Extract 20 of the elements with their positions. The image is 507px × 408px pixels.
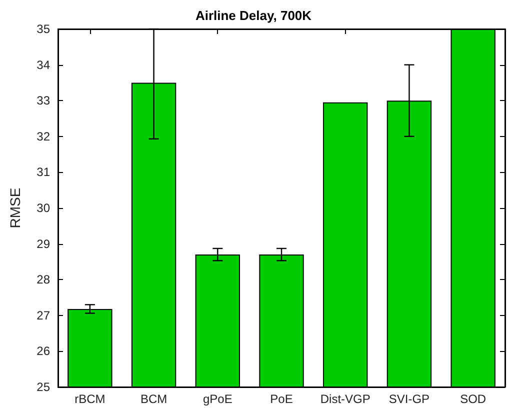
y-tick-label: 29 — [36, 236, 50, 251]
x-tick-label: SVI-GP — [388, 392, 430, 406]
y-tick-label: 32 — [36, 129, 50, 144]
x-tick-label: BCM — [140, 392, 168, 406]
x-tick-label: Dist-VGP — [320, 392, 370, 406]
x-tick-label: gPoE — [202, 392, 232, 406]
y-tick-label: 26 — [36, 344, 50, 358]
y-tick-label: 27 — [36, 308, 50, 322]
y-tick-label: 30 — [36, 201, 50, 215]
y-tick-label: 35 — [36, 22, 50, 36]
y-tick-label: 31 — [36, 165, 50, 180]
y-tick-label: 34 — [36, 58, 50, 72]
y-tick-label: 28 — [36, 272, 50, 287]
y-tick-label: 25 — [36, 380, 50, 394]
x-tick-label: SOD — [460, 392, 486, 406]
y-tick-label: 33 — [36, 94, 50, 108]
x-tick-label: rBCM — [74, 392, 106, 406]
y-axis-title: RMSE — [7, 188, 23, 228]
x-tick-label: PoE — [270, 392, 293, 406]
chart-title: Airline Delay, 700K — [195, 8, 312, 23]
